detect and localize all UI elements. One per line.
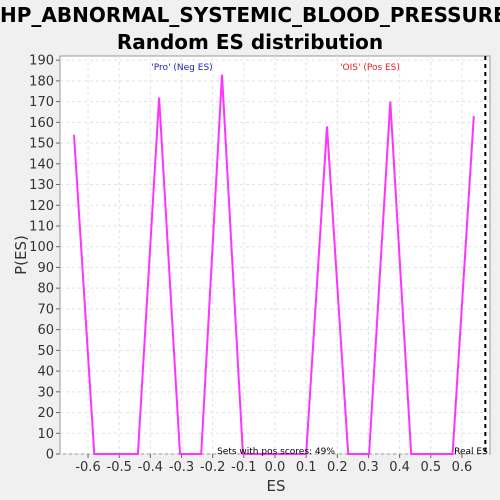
y-tick-label: 150 xyxy=(29,137,54,152)
y-tick-label: 30 xyxy=(37,385,54,400)
series-layer xyxy=(73,74,475,455)
x-tick-label: 0.3 xyxy=(358,460,379,475)
x-tick-label: 0.1 xyxy=(296,460,317,475)
x-tick-label: -0.4 xyxy=(138,460,163,475)
y-tick-label: 160 xyxy=(29,116,54,131)
x-axis-label: ES xyxy=(267,477,286,495)
y-axis-label: P(ES) xyxy=(12,235,30,275)
x-tick-label: 0.5 xyxy=(420,460,441,475)
x-tick-label: 0.2 xyxy=(327,460,348,475)
chart-title-line2: Random ES distribution xyxy=(116,30,384,54)
y-tick-label: 130 xyxy=(29,178,54,193)
neg-es-label: 'Pro' (Neg ES) xyxy=(151,63,212,73)
y-tick-label: 110 xyxy=(29,219,54,234)
x-tick-label: -0.1 xyxy=(231,460,256,475)
x-tick-label: 0.4 xyxy=(389,460,410,475)
y-tick-label: 120 xyxy=(29,199,54,214)
y-tick-label: 100 xyxy=(29,240,54,255)
y-tick-label: 140 xyxy=(29,157,54,172)
y-tick-label: 90 xyxy=(37,261,54,276)
x-tick-label: -0.3 xyxy=(169,460,194,475)
x-tick-label: 0.6 xyxy=(452,460,473,475)
chart-title-line1: HP_ABNORMAL_SYSTEMIC_BLOOD_PRESSURE: xyxy=(0,3,500,27)
pos-scores-label: Sets with pos scores: 49% xyxy=(217,447,335,457)
y-tick-labels: 0 10 20 30 40 50 60 70 80 90 100 110 120 130 140 150 160… xyxy=(29,54,60,463)
y-tick-label: 180 xyxy=(29,74,54,89)
y-tick-label: 190 xyxy=(29,54,54,69)
x-tick-label: -0.5 xyxy=(107,460,132,475)
es-series-line xyxy=(73,74,475,455)
y-tick-label: 80 xyxy=(37,282,54,297)
x-tick-label: -0.6 xyxy=(75,460,100,475)
y-tick-label: 60 xyxy=(37,323,54,338)
x-tick-label: -0.2 xyxy=(200,460,225,475)
y-tick-label: 40 xyxy=(37,365,54,380)
y-tick-label: 70 xyxy=(37,302,54,317)
x-tick-label: 0.0 xyxy=(265,460,286,475)
y-tick-label: 50 xyxy=(37,344,54,359)
chart-title: HP_ABNORMAL_SYSTEMIC_BLOOD_PRESSURE: Ran… xyxy=(0,2,500,56)
y-tick-label: 10 xyxy=(37,427,54,442)
y-tick-label: 170 xyxy=(29,95,54,110)
pos-es-label: 'OIS' (Pos ES) xyxy=(340,63,400,73)
real-es-label: Real ES xyxy=(454,447,488,457)
x-tick-labels: -0.6 -0.5 -0.4 -0.3 -0.2 -0.1 0.0 0.1 0.2 0.3 0.4 0… xyxy=(75,454,472,475)
y-tick-label: 20 xyxy=(37,406,54,421)
y-tick-label: 0 xyxy=(46,448,54,463)
